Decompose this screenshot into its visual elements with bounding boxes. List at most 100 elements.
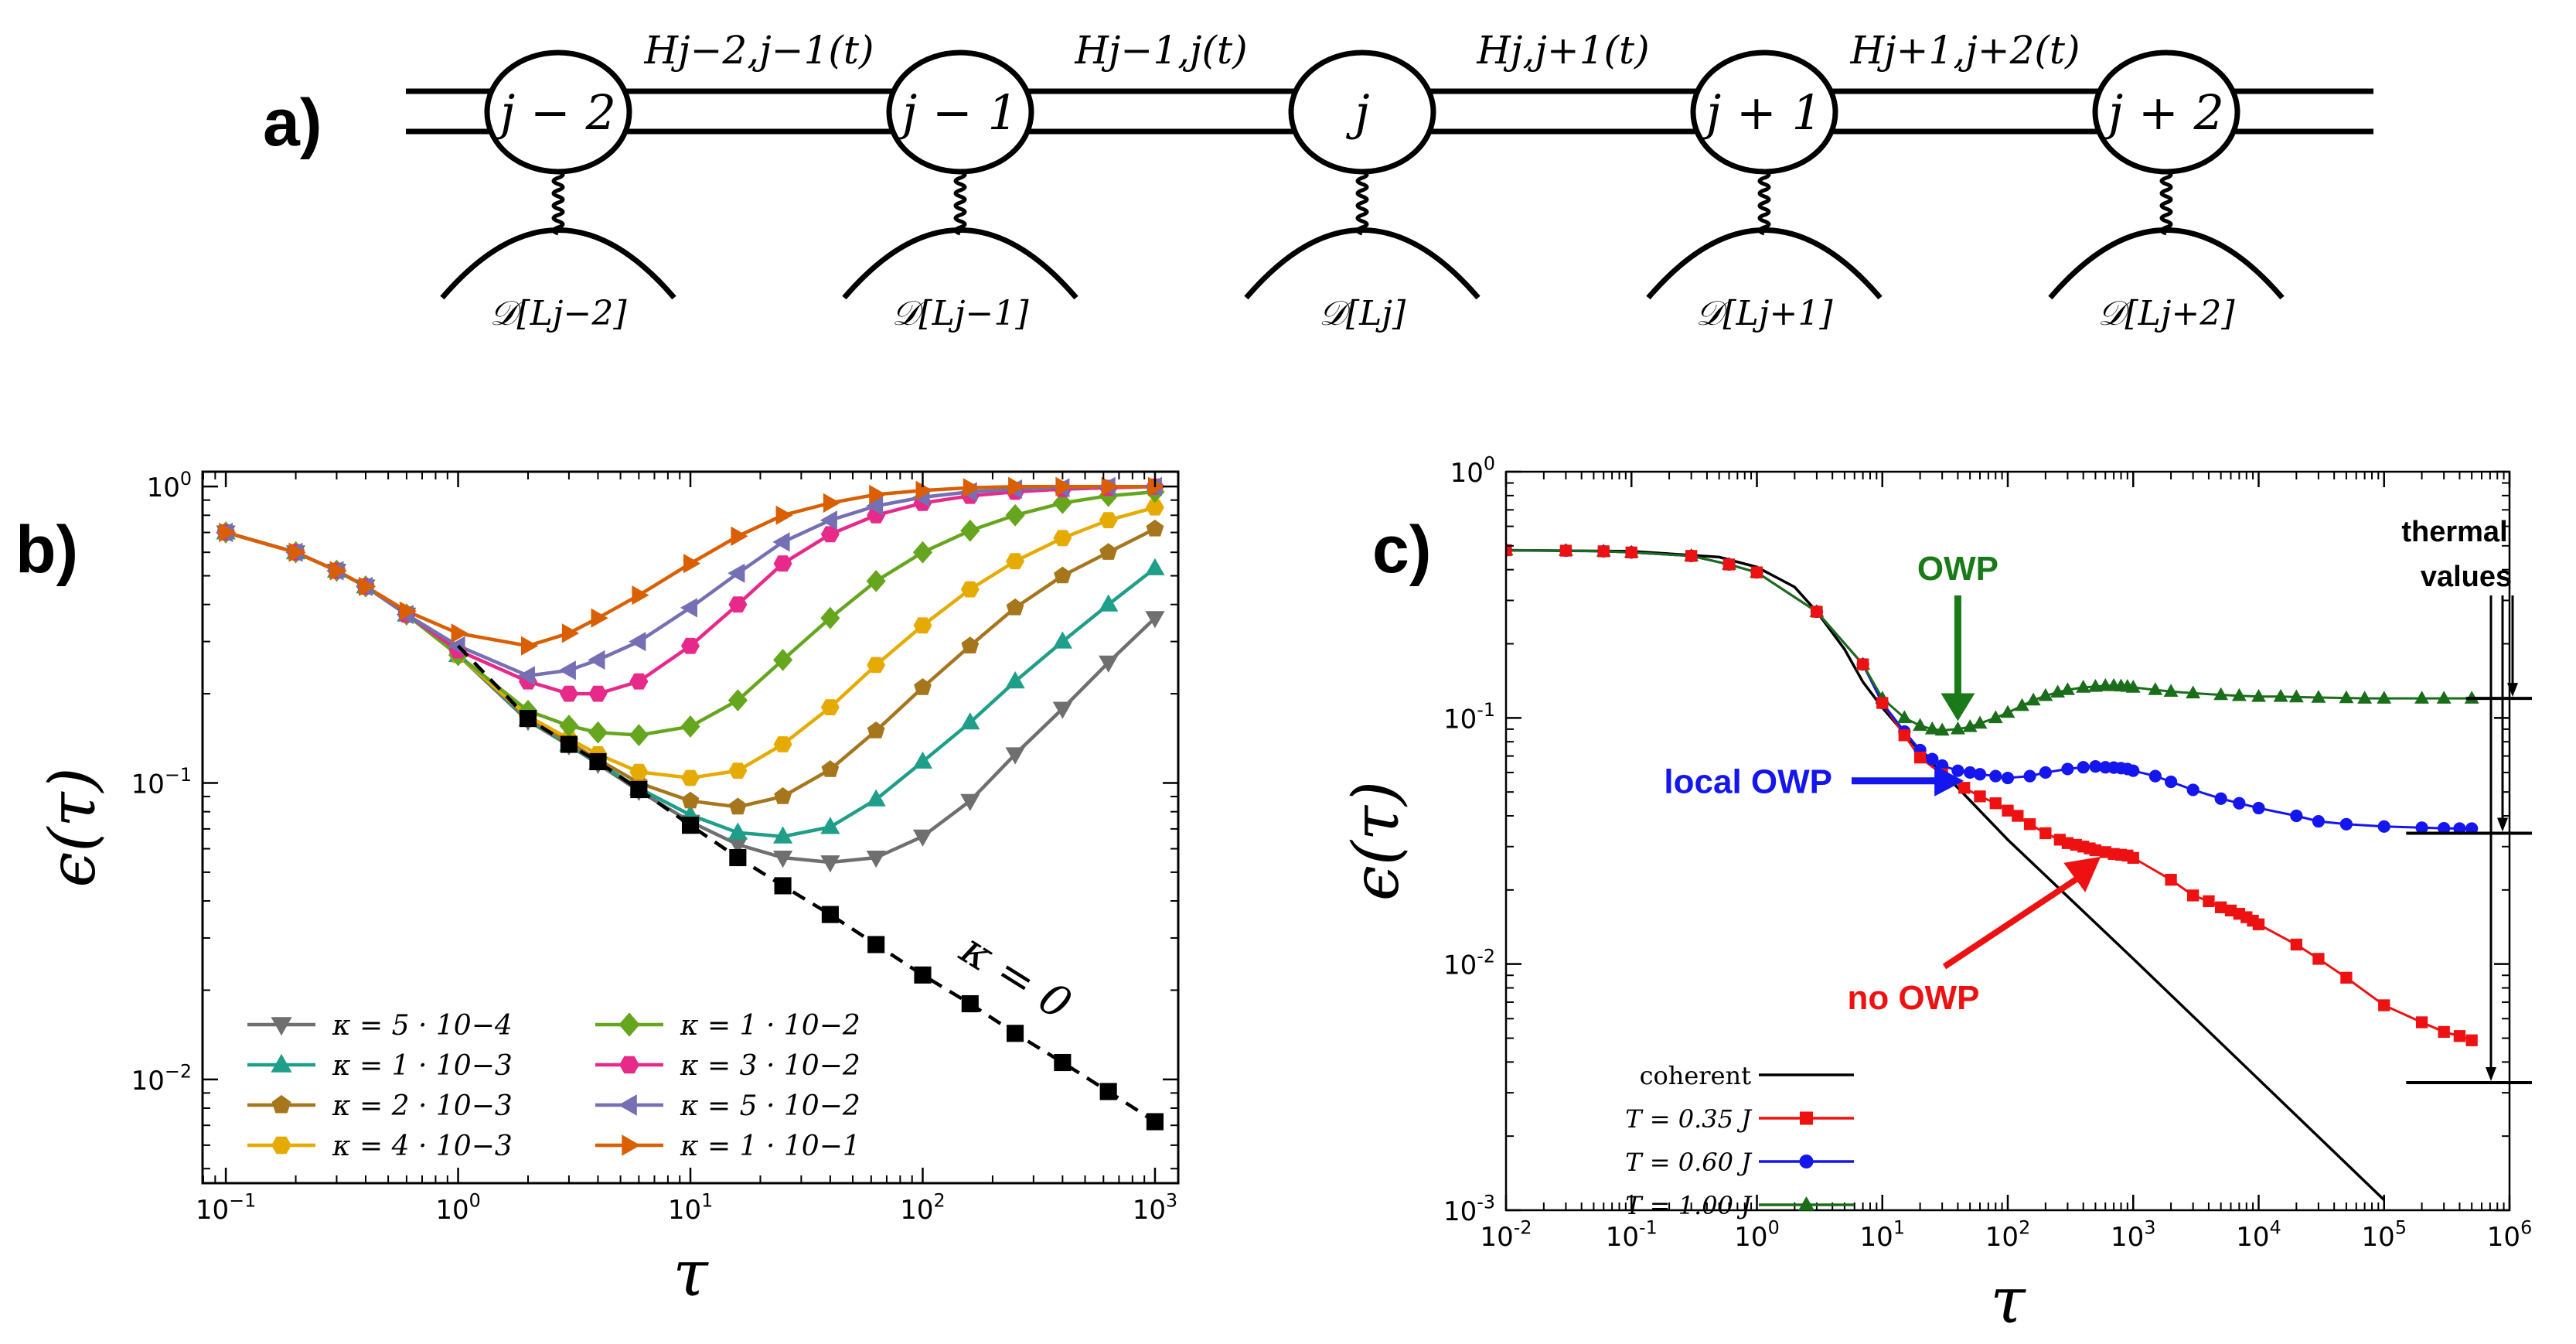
data-point (2039, 827, 2052, 840)
site-label: j − 2 (491, 84, 616, 141)
data-point (2453, 1030, 2466, 1042)
bath-arc (1244, 227, 1481, 300)
data-point (1145, 611, 1165, 629)
data-point (2290, 938, 2302, 951)
coherent-line (1506, 548, 2386, 1202)
x-tick-label: 102 (900, 1190, 945, 1226)
data-point (727, 563, 745, 583)
data-point (2186, 685, 2201, 699)
data-point (680, 598, 697, 618)
data-point (1625, 546, 1637, 559)
thermal-arrow-head (2486, 1066, 2496, 1081)
data-point (2000, 704, 2015, 718)
coupling-label: Hj,j+1(t) (1476, 28, 1649, 73)
data-point (561, 623, 580, 643)
panel-label-c: c) (1372, 513, 1431, 587)
series-line (1506, 549, 2472, 830)
data-point (1876, 697, 1889, 709)
data-point (1052, 701, 1072, 719)
reference-point (729, 848, 747, 867)
data-point (1052, 631, 1072, 649)
data-point (727, 689, 748, 711)
data-point (632, 585, 649, 605)
local-owp-arrow-head (1934, 765, 1964, 797)
data-point (728, 596, 748, 613)
panel-a: a) j − 2𝒟[Lj−2]j − 1𝒟[Lj−1]j𝒟[Lj]j + 1𝒟[… (263, 28, 2373, 333)
bath-arc (1646, 227, 1883, 300)
legend-marker (619, 1056, 639, 1074)
data-point (912, 541, 933, 564)
x-tick-label: 100 (435, 1190, 480, 1226)
y-tick-label: 10-3 (1443, 1192, 1495, 1227)
data-point (913, 617, 932, 634)
data-point (1099, 594, 1119, 612)
data-point (1685, 550, 1698, 562)
data-point (773, 649, 793, 671)
y-tick-label: 100 (147, 468, 192, 503)
reference-point (681, 817, 700, 834)
reference-point (867, 936, 885, 953)
reference-point (914, 966, 932, 984)
legend-marker (271, 1017, 292, 1036)
data-point (867, 657, 886, 674)
data-point (1145, 499, 1164, 516)
diagram-sites: j − 2𝒟[Lj−2]j − 1𝒟[Lj−1]j𝒟[Lj]j + 1𝒟[Lj+… (440, 28, 2285, 333)
data-point (1099, 543, 1118, 560)
legend-label: coherent (1640, 1061, 1752, 1090)
x-tick-label: 103 (1133, 1190, 1177, 1226)
data-point (2077, 761, 2090, 774)
data-point (2288, 689, 2304, 703)
chart-c: 10-2 10-1 100 101 102 103 104 105 10610-310-210-… (1340, 453, 2532, 1338)
data-point (2378, 999, 2390, 1011)
legend: κ = 5 · 10−4 κ = 1 · 10−3 κ = 2 · 10−3 κ = … (247, 1010, 860, 1162)
data-point (1053, 530, 1072, 547)
data-point (219, 522, 237, 543)
reference-point (774, 877, 792, 895)
data-point (1973, 768, 1987, 781)
data-point (2163, 684, 2179, 697)
data-point (1934, 722, 1950, 736)
x-axis-label: τ (1990, 1264, 2026, 1338)
data-point (451, 623, 469, 643)
thermal-label: values (2421, 561, 2512, 593)
data-point (2015, 698, 2029, 711)
data-point (588, 685, 608, 702)
data-point (728, 762, 748, 779)
data-point (2438, 1025, 2450, 1039)
data-point (2214, 792, 2227, 805)
data-point (867, 721, 885, 739)
coupling-label: Hj−1,j(t) (1074, 28, 1247, 73)
data-point (912, 829, 933, 847)
data-point (2415, 1016, 2428, 1028)
data-point (2089, 844, 2102, 857)
data-point (629, 673, 649, 690)
data-point (2127, 764, 2140, 777)
plot-area (215, 476, 1166, 1131)
reference-label: κ = 0 (951, 923, 1080, 1030)
data-point (2164, 775, 2178, 789)
data-point (2339, 690, 2354, 704)
panel-c: c) 10-2 10-1 100 101 102 103 104 105 10610-310-2… (1340, 453, 2532, 1338)
data-point (1964, 766, 1977, 779)
data-point (2233, 797, 2246, 810)
legend-marker (622, 1134, 641, 1156)
data-point (1006, 598, 1024, 616)
data-point (1811, 605, 1823, 618)
data-point (772, 532, 790, 552)
data-point (2436, 691, 2452, 704)
legend-label: κ = 3 · 10−2 (680, 1050, 860, 1082)
data-point (2127, 851, 2139, 864)
legend-label: κ = 1 · 10−2 (680, 1010, 860, 1042)
data-point (866, 496, 884, 516)
data-point (2290, 809, 2303, 823)
data-point (1559, 544, 1573, 557)
panel-label-a: a) (263, 86, 322, 160)
legend-marker (618, 1094, 637, 1116)
data-point (2251, 688, 2266, 702)
data-point (2023, 818, 2036, 831)
local-owp-label: local OWP (1664, 763, 1832, 801)
data-point (820, 606, 840, 629)
data-point (2312, 815, 2326, 828)
data-point (1962, 719, 1978, 732)
reference-point (1099, 1083, 1117, 1100)
